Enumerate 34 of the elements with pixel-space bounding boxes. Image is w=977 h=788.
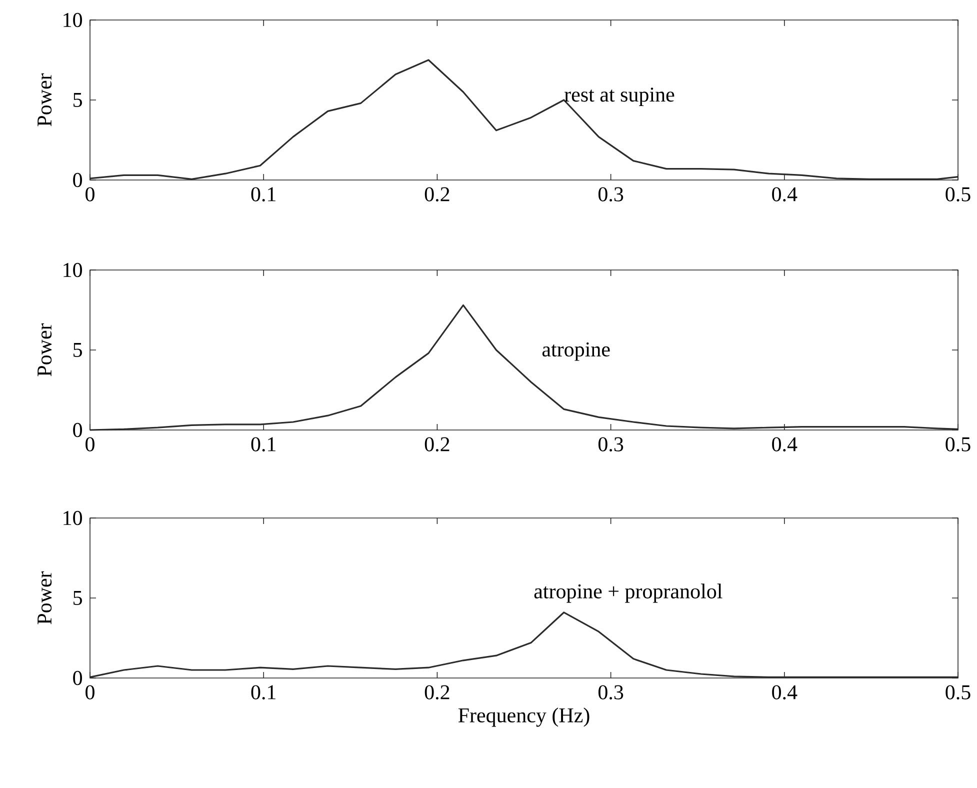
y-tick-label: 0 xyxy=(73,670,82,686)
x-tick-label: 0 xyxy=(86,437,94,452)
annotation: atropine xyxy=(542,342,610,361)
x-tick-label: 0.4 xyxy=(772,685,798,700)
y-tick-label: 10 xyxy=(64,12,82,28)
y-tick-label: 0 xyxy=(73,172,82,188)
x-tick-label: 0.1 xyxy=(251,685,276,700)
x-axis-title: Frequency (Hz) xyxy=(458,708,590,727)
x-tick-label: 0.2 xyxy=(424,437,450,452)
x-tick-label: 0.3 xyxy=(598,437,624,452)
x-tick-label: 0 xyxy=(86,685,94,700)
y-axis-title: Power xyxy=(38,571,52,624)
y-tick-label: 10 xyxy=(64,262,82,278)
x-tick-label: 0.1 xyxy=(251,437,276,452)
y-axis-title: Power xyxy=(38,73,52,126)
y-axis-title: Power xyxy=(38,323,52,376)
y-tick-label: 0 xyxy=(73,422,82,438)
x-tick-label: 0.5 xyxy=(946,187,970,202)
x-tick-label: 0 xyxy=(86,187,94,202)
x-tick-label: 0.5 xyxy=(946,685,970,700)
x-tick-label: 0.4 xyxy=(772,437,798,452)
x-tick-label: 0.3 xyxy=(598,187,624,202)
x-tick-label: 0.5 xyxy=(946,437,970,452)
y-tick-label: 5 xyxy=(74,591,82,605)
x-tick-label: 0.3 xyxy=(598,685,624,700)
annotation: atropine + propranolol xyxy=(534,584,722,603)
x-tick-label: 0.2 xyxy=(424,187,450,202)
x-tick-label: 0.4 xyxy=(772,187,798,202)
x-tick-label: 0.2 xyxy=(424,685,450,700)
y-tick-label: 10 xyxy=(64,510,82,526)
annotation: rest at supine xyxy=(564,88,674,106)
x-tick-label: 0.1 xyxy=(251,187,276,202)
y-tick-label: 5 xyxy=(74,93,82,107)
y-tick-label: 5 xyxy=(74,343,82,357)
